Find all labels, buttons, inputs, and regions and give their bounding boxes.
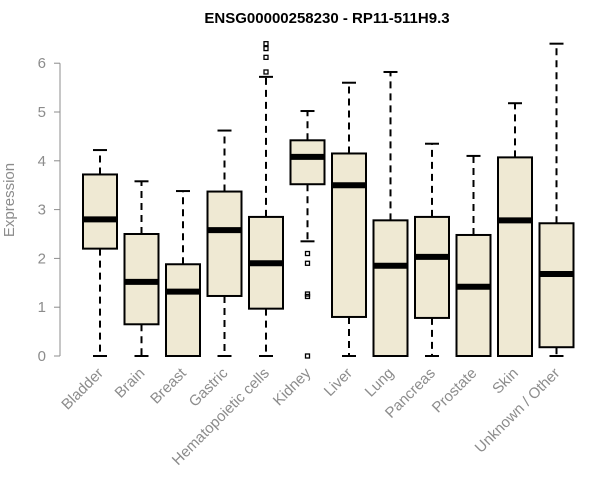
box-6 [331,81,367,357]
outlier-5-0 [304,250,311,257]
category-label-9: Prostate [429,365,481,417]
box-0 [82,149,118,357]
y-tick-label-1: 1 [38,299,46,316]
box-rect-6 [331,152,367,318]
box-rect-3 [206,190,243,297]
y-tick-label-4: 4 [38,153,46,170]
box-rect-9 [455,233,492,357]
category-label-1: Brain [112,365,149,402]
category-label-2: Breast [147,364,190,407]
category-label-0: Bladder [58,365,107,414]
outlier-4-3 [263,41,269,47]
category-label-7: Lung [362,365,398,401]
y-tick-label-6: 6 [38,55,46,72]
box-10 [497,102,533,357]
category-label-5: Kidney [270,364,315,409]
box-rect-10 [497,156,533,357]
box-9 [455,154,492,357]
y-axis-label: Expression [1,163,18,237]
box-rect-5 [289,139,326,186]
box-2 [165,190,201,358]
box-rect-0 [82,173,118,250]
category-label-10: Skin [489,365,522,398]
box-8 [414,142,450,357]
box-11 [538,42,575,357]
y-tick-label-3: 3 [38,202,46,219]
outlier-4-2 [263,45,269,52]
box-rect-7 [372,219,409,357]
box-rect-8 [414,215,450,319]
box-1 [123,180,160,357]
outlier-4-0 [263,69,269,75]
outlier-5-4 [304,353,311,359]
box-3 [206,129,243,357]
category-label-6: Liver [321,365,356,400]
box-rect-2 [165,263,201,358]
box-5 [289,110,326,359]
y-tick-label-2: 2 [38,250,46,267]
outlier-4-1 [263,54,269,60]
outlier-5-1 [304,260,311,266]
y-tick-label-0: 0 [38,348,46,365]
box-4 [248,41,284,357]
outlier-5-3 [304,293,311,300]
boxes-group [82,41,575,359]
y-tick-label-5: 5 [38,104,46,121]
box-rect-11 [538,222,575,349]
box-7 [372,70,409,357]
y-axis: 0 1 2 3 4 5 6 [38,55,61,365]
chart-title: ENSG00000258230 - RP11-511H9.3 [204,10,449,27]
